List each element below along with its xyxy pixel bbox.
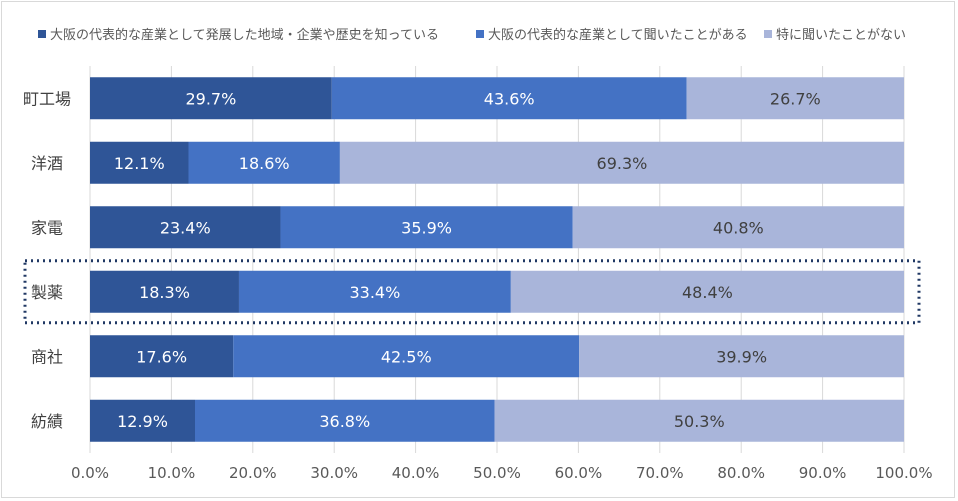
legend-label-3: 特に聞いたことがない [776, 28, 906, 43]
bar-segment [686, 77, 904, 120]
data-label: 35.9% [401, 218, 452, 237]
category-label: 製薬 [31, 283, 63, 302]
bar-segment [331, 77, 687, 120]
data-label: 23.4% [160, 218, 211, 237]
category-label: 紡績 [31, 412, 63, 431]
data-label: 29.7% [185, 89, 236, 108]
data-label: 12.1% [114, 154, 165, 173]
bar-segment [579, 335, 904, 378]
data-label: 43.6% [484, 89, 535, 108]
data-label: 48.4% [682, 283, 733, 302]
data-label: 18.6% [239, 154, 290, 173]
bar-segment [233, 335, 580, 378]
category-label: 商社 [31, 347, 63, 366]
x-tick-label: 40.0% [392, 464, 440, 482]
bar-segment [195, 399, 495, 442]
bar-segment [280, 206, 573, 249]
x-tick-label: 20.0% [229, 464, 277, 482]
data-label: 17.6% [136, 347, 187, 366]
data-label: 36.8% [319, 412, 370, 431]
bar-segment [90, 77, 332, 120]
x-tick-label: 50.0% [473, 464, 521, 482]
data-label: 26.7% [770, 89, 821, 108]
category-label: 家電 [31, 218, 63, 237]
bar-segment [510, 270, 904, 313]
x-tick-label: 30.0% [310, 464, 358, 482]
x-tick-label: 70.0% [636, 464, 684, 482]
x-tick-label: 100.0% [875, 464, 932, 482]
bar-segment [90, 270, 239, 313]
x-tick-label: 0.0% [71, 464, 109, 482]
data-label: 50.3% [674, 412, 725, 431]
category-label: 洋酒 [31, 154, 63, 173]
data-label: 12.9% [117, 412, 168, 431]
bar-segment [339, 141, 904, 184]
x-tick-label: 10.0% [148, 464, 196, 482]
legend-label-1: 大阪の代表的な産業として発展した地域・企業や歴史を知っている [50, 27, 439, 43]
data-label: 69.3% [597, 154, 648, 173]
bar-segment [572, 206, 904, 249]
legend-swatch-2 [476, 30, 484, 38]
bar-segment [90, 399, 196, 442]
data-label: 18.3% [139, 283, 190, 302]
legend-swatch-1 [38, 30, 46, 38]
bar-segment [494, 399, 904, 442]
bar-segment [188, 141, 340, 184]
legend-label-2: 大阪の代表的な産業として聞いたことがある [488, 27, 748, 43]
bar-segment [238, 270, 511, 313]
data-label: 33.4% [349, 283, 400, 302]
bar-segment [90, 141, 189, 184]
highlight-box [23, 259, 921, 325]
bar-segment [90, 206, 281, 249]
legend-swatch-3 [764, 30, 772, 38]
data-label: 39.9% [716, 347, 767, 366]
data-label: 40.8% [713, 218, 764, 237]
bar-segment [90, 335, 234, 378]
category-label: 町工場 [23, 89, 71, 108]
x-tick-label: 80.0% [717, 464, 765, 482]
x-tick-label: 90.0% [799, 464, 847, 482]
x-tick-label: 60.0% [555, 464, 603, 482]
data-label: 42.5% [381, 347, 432, 366]
